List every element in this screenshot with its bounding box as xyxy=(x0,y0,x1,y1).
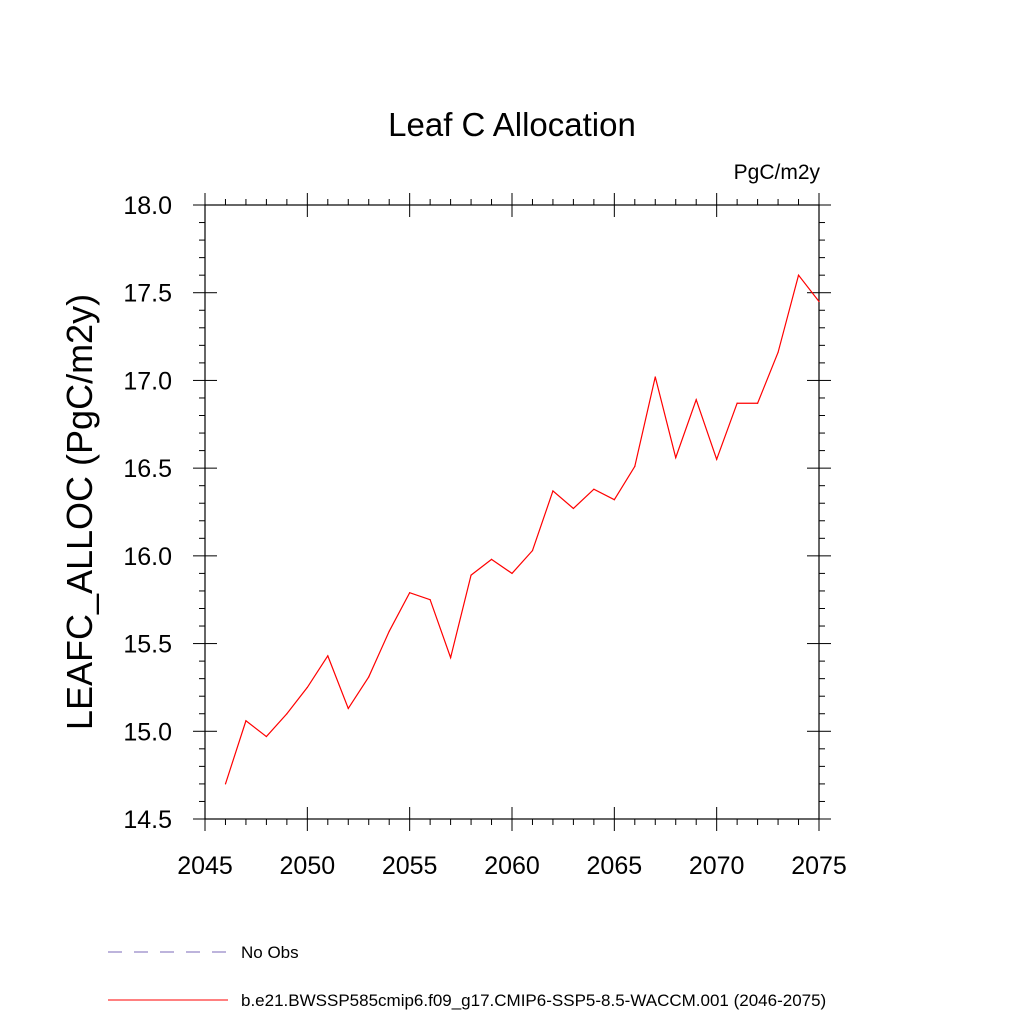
x-tick-label: 2075 xyxy=(791,852,847,880)
data-point xyxy=(797,274,800,276)
data-point xyxy=(634,465,636,467)
data-point xyxy=(347,707,349,710)
data-point xyxy=(757,402,759,404)
y-axis-ticks: 14.5 15.0 15.5 16.0 16.5 17.0 17.5 18.0 xyxy=(123,192,831,834)
units-label: PgC/m2y xyxy=(734,161,821,184)
series-layer xyxy=(224,273,820,785)
y-tick-label: 15.5 xyxy=(123,631,172,659)
plot-frame xyxy=(204,204,820,820)
y-tick-label: 17.5 xyxy=(123,280,172,308)
data-point xyxy=(511,572,513,575)
x-tick-label: 2060 xyxy=(484,852,540,880)
data-point xyxy=(675,457,677,459)
x-tick-label: 2050 xyxy=(280,852,336,880)
data-point xyxy=(716,458,718,460)
data-point xyxy=(490,558,493,560)
data-point xyxy=(736,402,738,404)
data-point xyxy=(224,783,227,785)
legend: No Obs b.e21.BWSSP585cmip6.f09_g17.CMIP6-… xyxy=(108,943,826,1010)
legend-label: b.e21.BWSSP585cmip6.f09_g17.CMIP6-SSP5-8… xyxy=(241,991,826,1010)
x-axis-ticks: 2045 2050 2055 2060 2065 2070 2075 xyxy=(177,193,847,880)
data-point xyxy=(613,499,615,501)
data-point xyxy=(470,574,472,576)
legend-label: No Obs xyxy=(241,943,299,962)
series-line xyxy=(224,273,820,785)
data-point xyxy=(306,686,308,689)
y-tick-label: 15.0 xyxy=(123,718,172,746)
data-point xyxy=(654,376,656,378)
data-point xyxy=(265,735,267,738)
data-point xyxy=(552,490,554,492)
data-point xyxy=(531,549,534,552)
y-tick-label: 16.5 xyxy=(123,455,172,483)
y-tick-label: 16.0 xyxy=(123,543,172,571)
data-point xyxy=(286,713,288,715)
data-point xyxy=(409,592,411,594)
chart-title: Leaf C Allocation xyxy=(388,106,636,143)
x-tick-label: 2065 xyxy=(587,852,643,880)
y-tick-label: 17.0 xyxy=(123,367,172,395)
y-axis-label: LEAFC_ALLOC (PgC/m2y) xyxy=(59,294,100,730)
data-point xyxy=(368,676,370,678)
data-point xyxy=(450,657,452,659)
x-tick-label: 2045 xyxy=(177,852,233,880)
data-point xyxy=(818,300,820,303)
y-tick-label: 18.0 xyxy=(123,192,172,220)
data-point xyxy=(388,630,390,632)
data-point xyxy=(429,599,431,601)
data-point xyxy=(777,351,779,353)
data-point xyxy=(327,655,329,657)
data-point xyxy=(245,720,247,722)
x-tick-label: 2070 xyxy=(689,852,745,880)
data-point xyxy=(695,399,697,401)
data-point xyxy=(572,507,575,510)
x-tick-label: 2055 xyxy=(382,852,438,880)
y-tick-label: 14.5 xyxy=(123,806,172,834)
data-point xyxy=(593,488,595,490)
